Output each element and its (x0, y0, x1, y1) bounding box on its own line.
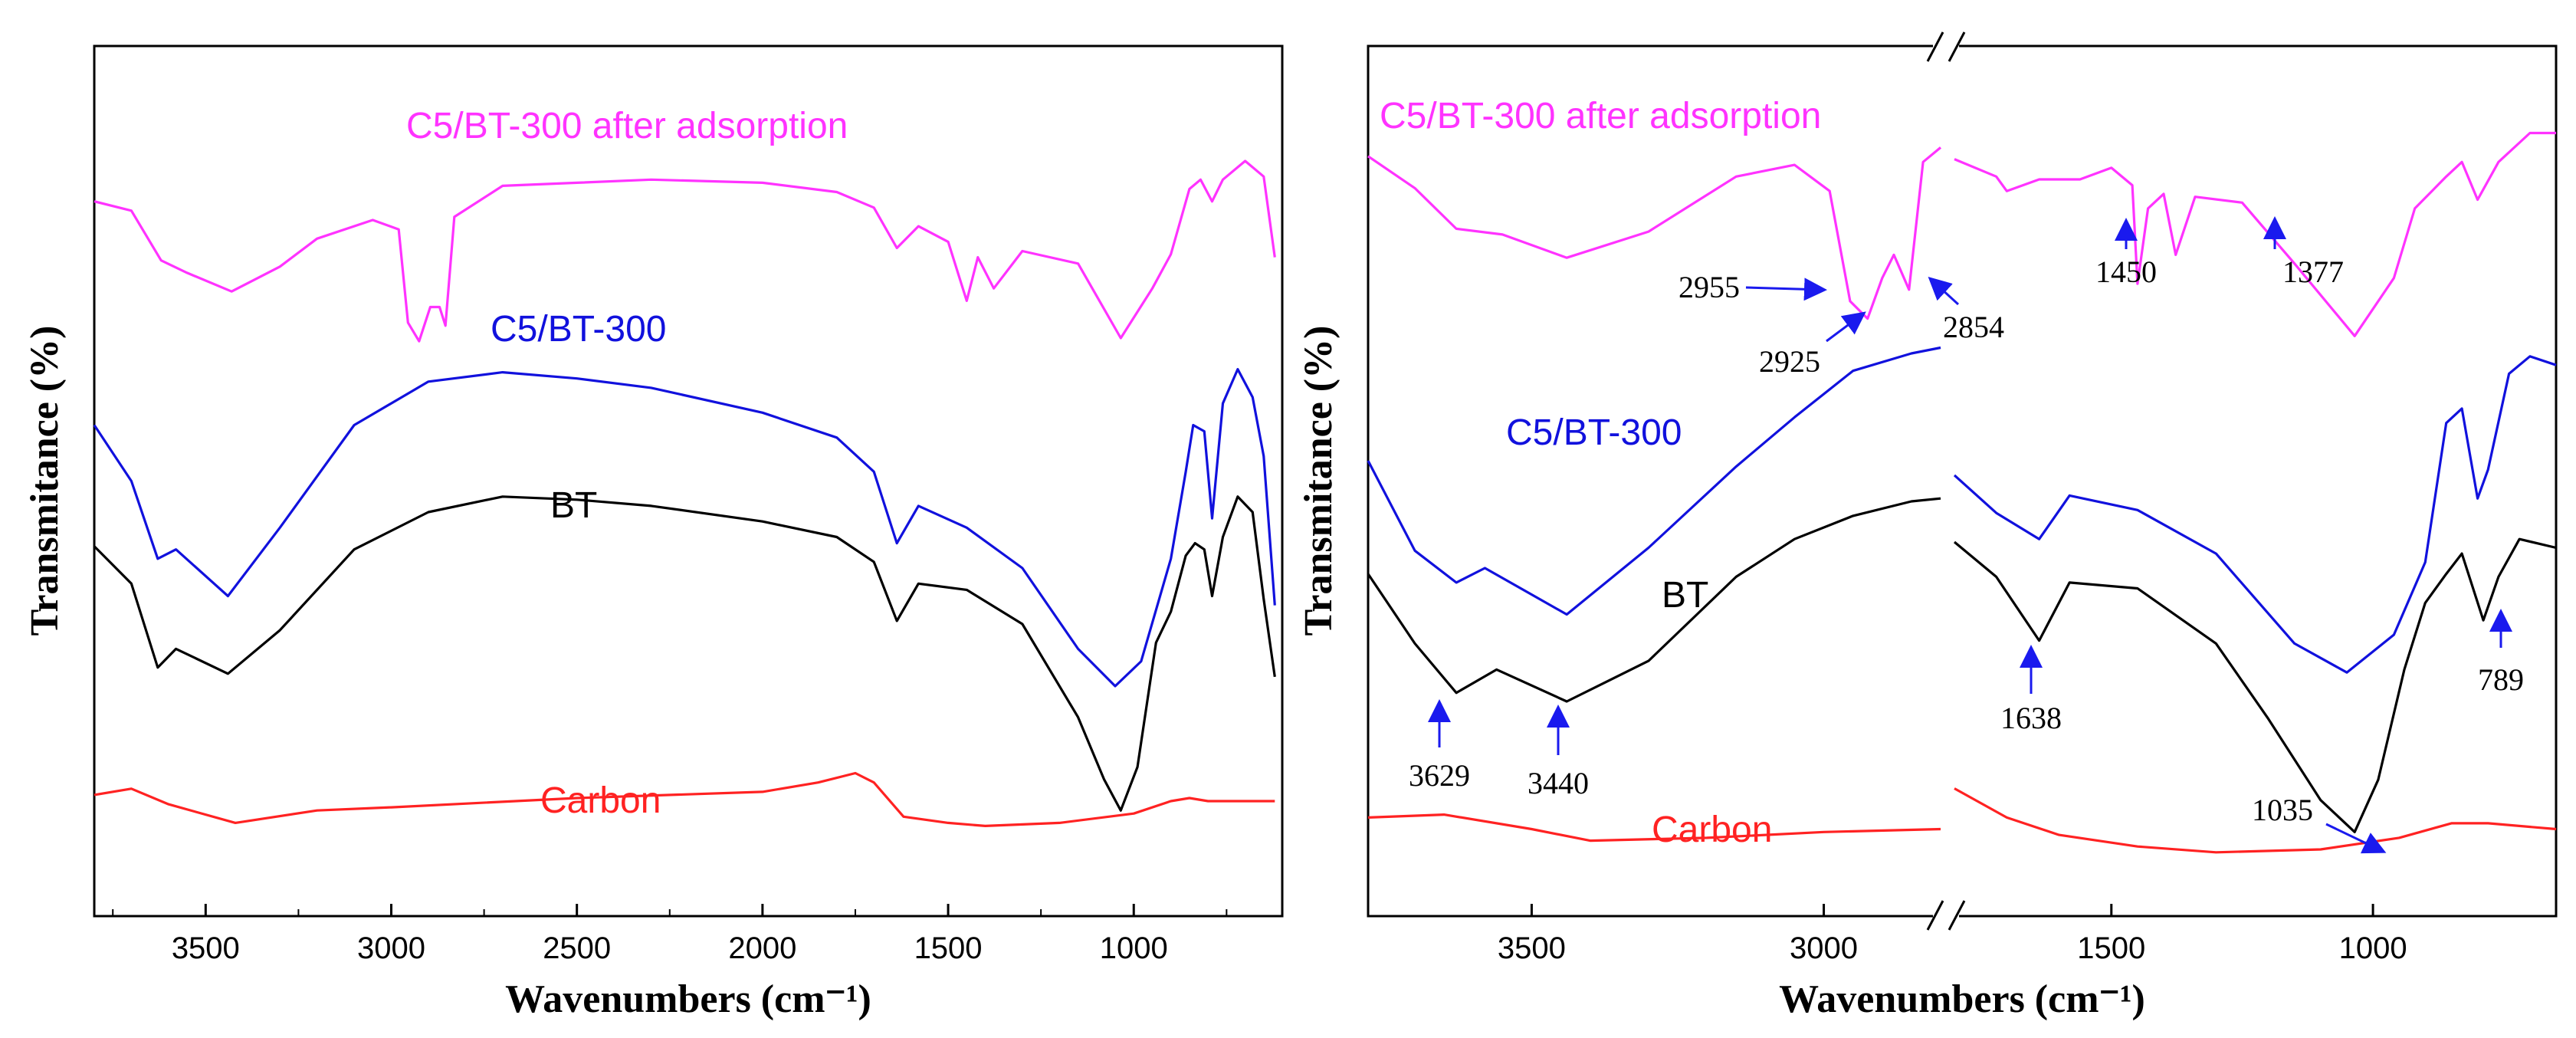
annotation-arrow-2854 (1928, 276, 1960, 306)
annotation-label-1377: 1377 (2282, 255, 2344, 289)
left-x-tick-label-2000: 2000 (728, 931, 796, 965)
right-series-label-carbon: Carbon (1652, 810, 1772, 850)
right-x-tick-label-1000: 1000 (2339, 931, 2407, 965)
right-axis-break-gap-top (1933, 38, 1959, 55)
annotation-label-1035: 1035 (2252, 793, 2313, 827)
annotation-label-1450: 1450 (2095, 255, 2157, 289)
right-series-line-c5-bt-300-seg0 (1367, 346, 1941, 616)
left-x-axis-title: Wavenumbers (cm⁻¹) (505, 977, 871, 1021)
right-series-line-bt-seg0 (1367, 497, 1941, 703)
axis-break-bottom-icon (1926, 900, 1966, 931)
right-annotations: 3629 3440 2955 2925 2854 1638 1450 1377 789 1035 (1409, 216, 2524, 854)
left-x-tick-label-1500: 1500 (914, 931, 983, 965)
right-plot-frame (1367, 44, 2558, 918)
left-series-label-bt: BT (550, 485, 597, 526)
left-y-axis-title: Transmitance (%) (23, 326, 67, 636)
right-series-label-c5bt300: C5/BT-300 (1506, 412, 1682, 453)
left-panel: 3500 3000 2500 2000 1500 1000 C5/BT-300 after… (23, 44, 1284, 1021)
left-plot-frame (93, 44, 1284, 918)
left-x-tick-label-3000: 3000 (357, 931, 425, 965)
annotation-label-2854: 2854 (1943, 310, 2004, 344)
left-series-label-c5bt300: C5/BT-300 (491, 309, 666, 350)
left-series-line-carbon (94, 771, 1275, 827)
right-series-labels: C5/BT-300 after adsorption C5/BT-300 BT … (1380, 96, 1821, 850)
left-series-group (93, 159, 1276, 827)
left-series-line-c5-bt-300 (93, 368, 1276, 688)
left-x-tick-label-1000: 1000 (1100, 931, 1168, 965)
left-x-tick-label-2500: 2500 (543, 931, 611, 965)
left-series-label-carbon: Carbon (540, 780, 661, 821)
right-series-label-bt: BT (1662, 575, 1708, 616)
left-series-line-c5-bt-300-after-adsorption (94, 159, 1276, 343)
annotation-label-789: 789 (2478, 662, 2524, 697)
right-x-axis-title: Wavenumbers (cm⁻¹) (1779, 977, 2145, 1021)
right-x-tick-label-3500: 3500 (1498, 931, 1566, 965)
left-series-line-bt (93, 495, 1276, 812)
right-series-line-c5-bt-300-seg1 (1953, 355, 2557, 674)
right-x-tick-label-1500: 1500 (2077, 931, 2145, 965)
annotation-label-1638: 1638 (2000, 701, 2062, 735)
right-x-tick-label-3000: 3000 (1790, 931, 1858, 965)
right-y-axis-title: Transmitance (%) (1297, 326, 1341, 636)
right-panel: 3500 3000 1500 1000 C5/BT-300 after adsorpt… (1297, 31, 2558, 1021)
annotation-arrow-1035 (2325, 823, 2387, 854)
right-series-line-carbon-seg1 (1954, 787, 2557, 854)
annotation-arrow-2955 (1745, 278, 1827, 301)
axis-break-top-icon (1926, 31, 1966, 62)
right-series-line-c5-bt-300-after-adsorption-seg0 (1367, 146, 1942, 320)
left-x-tick-label-3500: 3500 (172, 931, 240, 965)
left-series-labels: C5/BT-300 after adsorption C5/BT-300 BT … (406, 106, 848, 821)
annotation-label-3629: 3629 (1409, 758, 1470, 793)
left-series-label-after-adsorption: C5/BT-300 after adsorption (406, 106, 848, 146)
annotation-label-3440: 3440 (1528, 766, 1589, 800)
right-series-line-carbon-seg0 (1367, 813, 1941, 843)
annotation-label-2925: 2925 (1759, 344, 1820, 379)
right-series-label-after-adsorption: C5/BT-300 after adsorption (1380, 96, 1821, 136)
right-series-line-c5-bt-300-after-adsorption-seg1 (1954, 131, 2556, 337)
right-series-line-bt-seg1 (1953, 537, 2557, 833)
annotation-label-2955: 2955 (1679, 270, 1740, 304)
right-x-ticks: 3500 3000 1500 1000 (1498, 904, 2407, 965)
left-x-ticks: 3500 3000 2500 2000 1500 1000 (112, 904, 1228, 965)
annotation-arrow-2925 (1826, 311, 1866, 343)
right-series-group (1367, 131, 2557, 854)
